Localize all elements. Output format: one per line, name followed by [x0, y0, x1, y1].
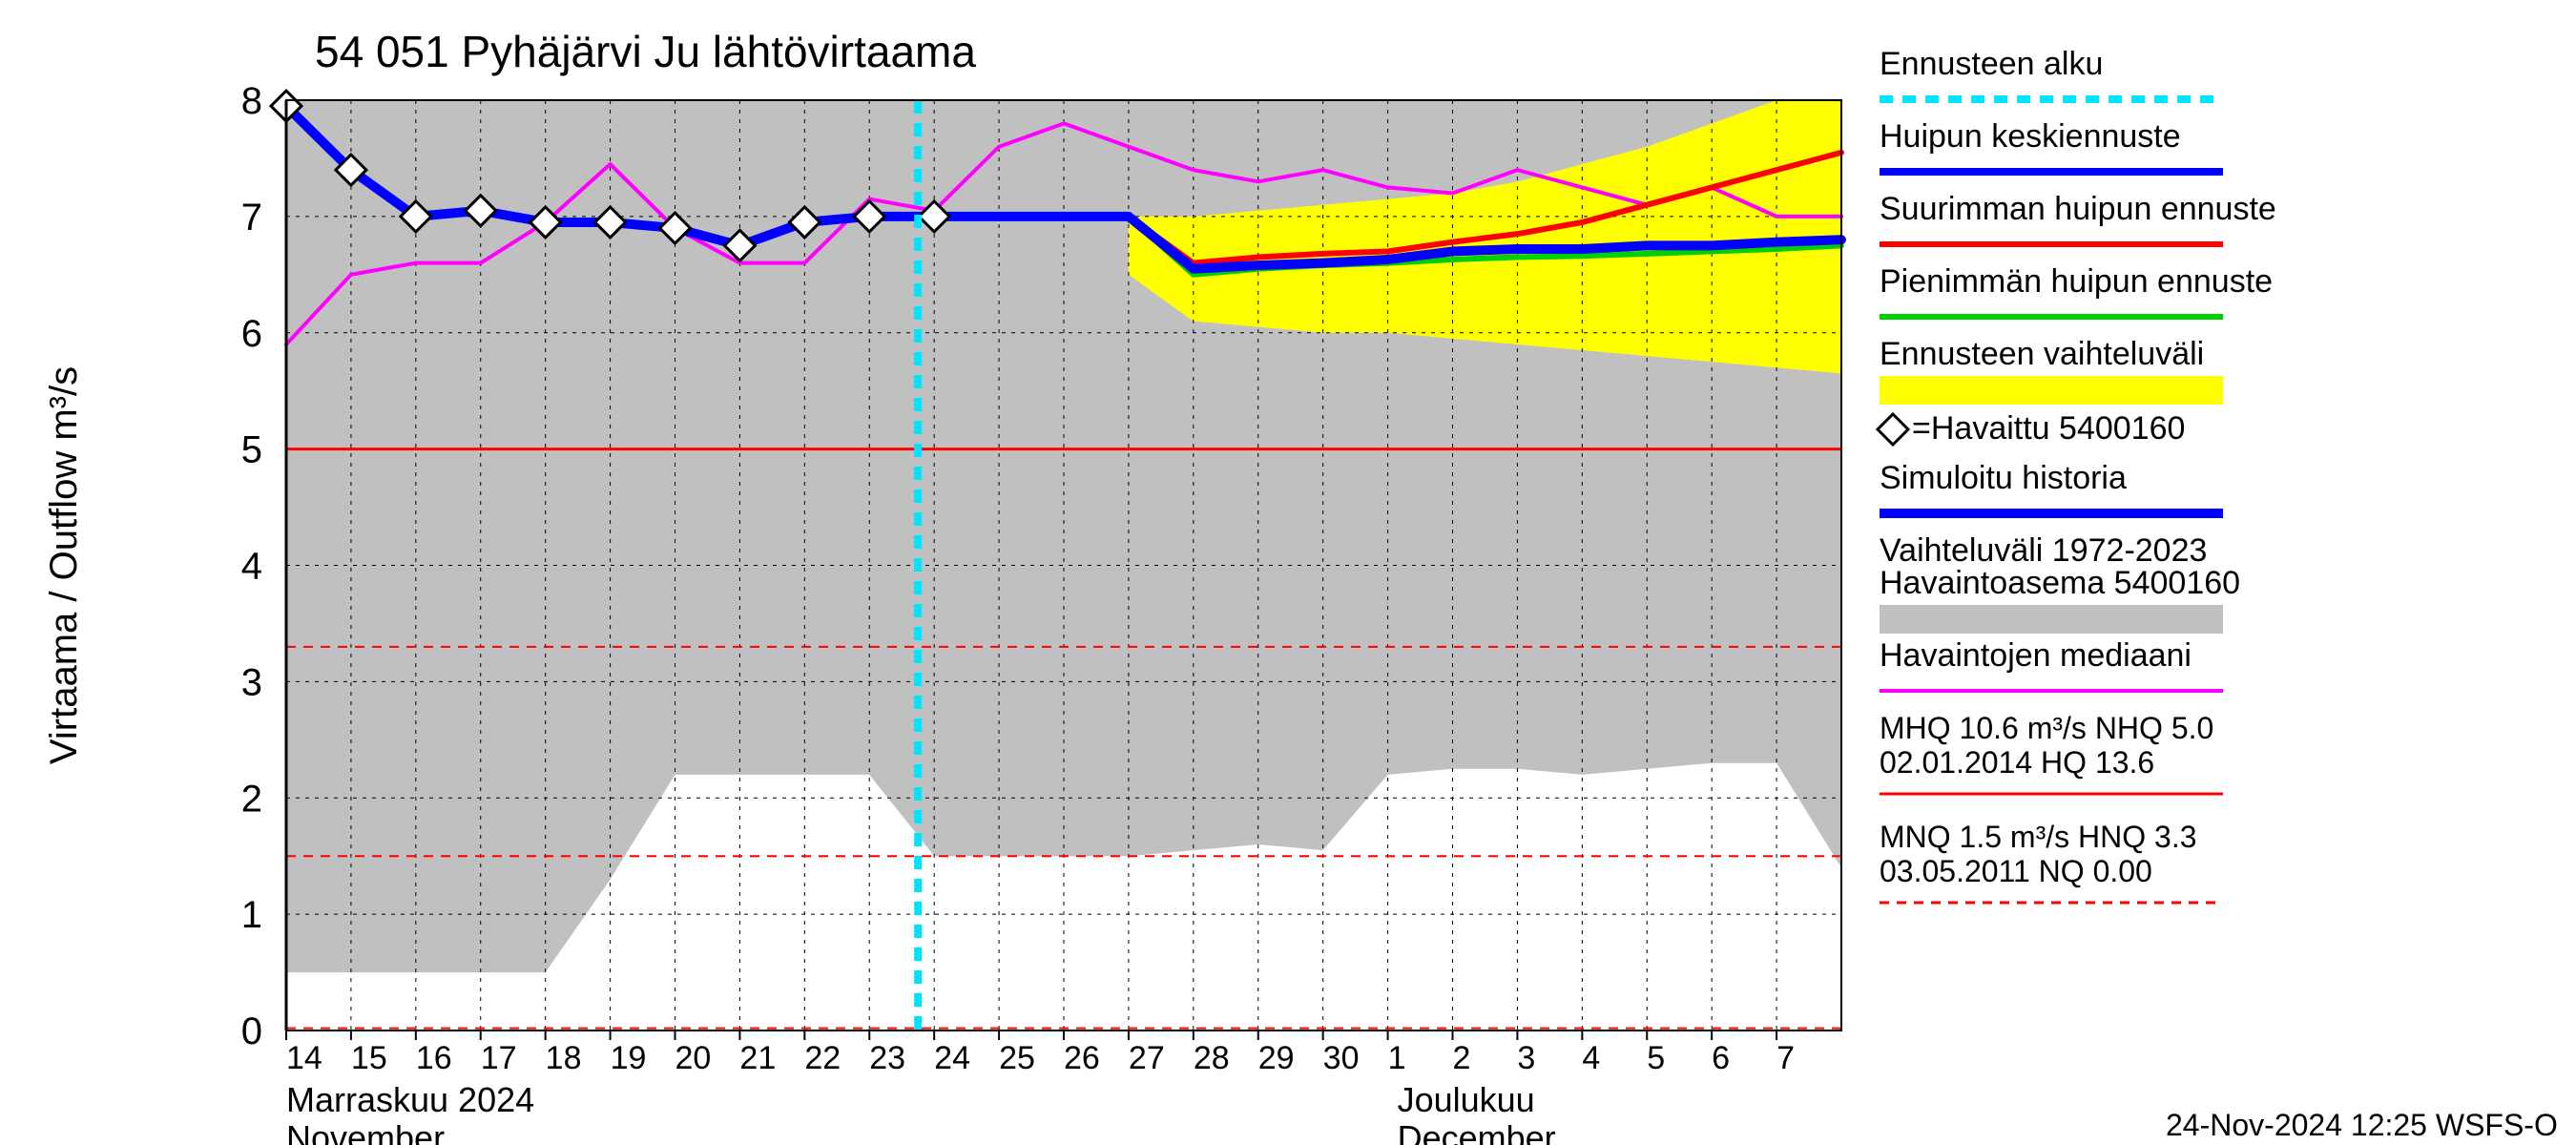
- svg-text:23: 23: [869, 1040, 905, 1076]
- svg-text:17: 17: [481, 1040, 517, 1076]
- legend-stat-line: 03.05.2011 NQ 0.00: [1880, 854, 2152, 888]
- legend-stat-line: MHQ 10.6 m³/s NHQ 5.0: [1880, 711, 2213, 745]
- svg-text:25: 25: [999, 1040, 1035, 1076]
- legend-label-range_band: Vaihteluväli 1972-2023: [1880, 532, 2207, 569]
- svg-text:28: 28: [1194, 1040, 1230, 1076]
- svg-text:4: 4: [1582, 1040, 1600, 1076]
- svg-text:6: 6: [1712, 1040, 1730, 1076]
- svg-text:1: 1: [1388, 1040, 1406, 1076]
- legend-stat-line: 02.01.2014 HQ 13.6: [1880, 745, 2154, 780]
- month-label-fi-1: Marraskuu 2024: [286, 1080, 534, 1119]
- svg-text:20: 20: [675, 1040, 712, 1076]
- month-label-fi-2: Joulukuu: [1398, 1080, 1535, 1119]
- legend-label-peak_median: Huipun keskiennuste: [1880, 118, 2181, 155]
- chart-container: 0123456781415161718192021222324252627282…: [0, 0, 2576, 1145]
- legend-label-forecast_band: Ennusteen vaihteluväli: [1880, 336, 2204, 372]
- legend-stat-line: MNQ 1.5 m³/s HNQ 3.3: [1880, 820, 2197, 854]
- svg-text:14: 14: [286, 1040, 322, 1076]
- svg-text:16: 16: [416, 1040, 452, 1076]
- svg-text:4: 4: [241, 546, 262, 588]
- svg-text:0: 0: [241, 1010, 262, 1052]
- svg-text:7: 7: [241, 197, 262, 239]
- svg-text:3: 3: [241, 661, 262, 703]
- month-label-en-2: December: [1398, 1118, 1556, 1145]
- svg-text:7: 7: [1776, 1040, 1795, 1076]
- legend-label-observed: =Havaittu 5400160: [1912, 410, 2185, 447]
- svg-text:22: 22: [804, 1040, 841, 1076]
- svg-text:3: 3: [1517, 1040, 1535, 1076]
- svg-text:2: 2: [241, 778, 262, 820]
- svg-text:15: 15: [351, 1040, 387, 1076]
- svg-text:18: 18: [546, 1040, 582, 1076]
- legend-diamond-icon: [1878, 414, 1908, 445]
- svg-text:21: 21: [739, 1040, 776, 1076]
- svg-text:30: 30: [1323, 1040, 1360, 1076]
- legend-label-peak_min: Pienimmän huipun ennuste: [1880, 263, 2273, 300]
- chart-title: 54 051 Pyhäjärvi Ju lähtövirtaama: [315, 27, 976, 76]
- y-axis-title: Virtaama / Outflow m³/s: [43, 366, 85, 764]
- legend-label-peak_max: Suurimman huipun ennuste: [1880, 191, 2276, 227]
- legend-sample-range_band: [1880, 605, 2223, 634]
- footer-timestamp: 24-Nov-2024 12:25 WSFS-O: [2166, 1108, 2558, 1142]
- legend-label-forecast_start: Ennusteen alku: [1880, 46, 2103, 82]
- legend-sublabel-range_band: Havaintoasema 5400160: [1880, 565, 2240, 601]
- svg-text:8: 8: [241, 80, 262, 122]
- chart-svg: 0123456781415161718192021222324252627282…: [0, 0, 2576, 1145]
- month-label-en-1: November: [286, 1118, 445, 1145]
- legend-label-sim_hist: Simuloitu historia: [1880, 460, 2127, 496]
- svg-text:24: 24: [934, 1040, 970, 1076]
- svg-text:6: 6: [241, 313, 262, 355]
- svg-text:2: 2: [1453, 1040, 1471, 1076]
- legend-label-median_obs: Havaintojen mediaani: [1880, 637, 2192, 674]
- svg-text:19: 19: [611, 1040, 647, 1076]
- svg-text:5: 5: [241, 429, 262, 471]
- svg-text:1: 1: [241, 894, 262, 936]
- svg-text:27: 27: [1129, 1040, 1165, 1076]
- svg-text:26: 26: [1064, 1040, 1100, 1076]
- svg-text:5: 5: [1647, 1040, 1665, 1076]
- svg-text:29: 29: [1258, 1040, 1295, 1076]
- legend-sample-forecast_band: [1880, 376, 2223, 405]
